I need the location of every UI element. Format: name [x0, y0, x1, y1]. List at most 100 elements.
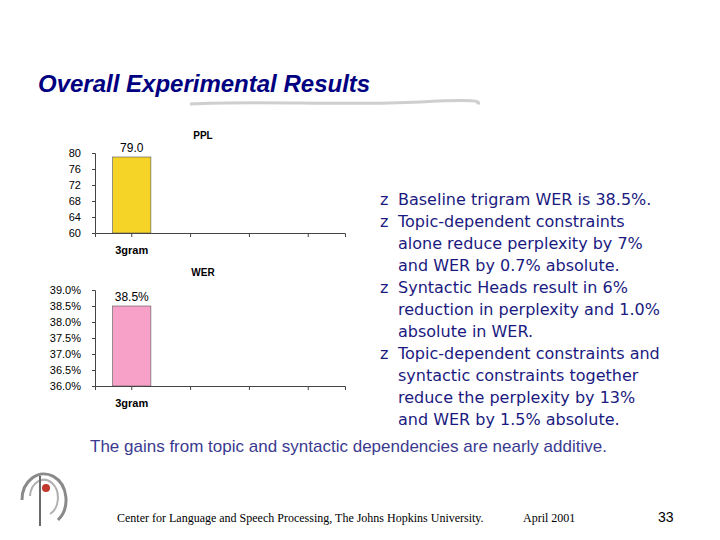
data-label: 79.0: [120, 141, 144, 155]
y-tick-mark: [92, 185, 95, 186]
y-tick-label: 37.0%: [50, 348, 81, 360]
x-tick: [190, 233, 191, 237]
y-tick: 37.0%: [50, 348, 95, 360]
bullet-marker: z: [380, 278, 388, 297]
bullet-text: Topic-dependent constraints and: [397, 344, 660, 363]
y-tick-mark: [92, 217, 95, 218]
x-tick-mark: [131, 386, 132, 390]
y-tick-label: 38.5%: [50, 300, 81, 312]
x-tick-label: 3gram: [115, 397, 148, 409]
y-tick-label: 80: [69, 147, 81, 159]
bullet-text: and WER by 0.7% absolute.: [398, 256, 620, 275]
y-tick: 37.5%: [50, 332, 95, 344]
logo-arc: [22, 474, 66, 520]
page-number: 33: [658, 509, 674, 525]
y-axis-line: [92, 291, 96, 387]
bullet-text: Baseline trigram WER is 38.5%.: [398, 190, 651, 209]
y-tick-label: 72: [69, 179, 81, 191]
y-tick-mark: [92, 338, 95, 339]
y-tick-label: 37.5%: [50, 332, 81, 344]
y-tick: 38.5%: [50, 300, 95, 312]
y-tick: 39.0%: [50, 284, 95, 296]
slide-title: Overall Experimental Results: [38, 70, 370, 97]
y-tick-mark: [92, 201, 95, 202]
y-tick-label: 36.5%: [50, 364, 81, 376]
y-tick: 60: [69, 227, 95, 239]
x-axis-line: [96, 234, 346, 238]
y-tick-mark: [92, 386, 95, 387]
logo: [22, 474, 66, 526]
title-underline: [190, 101, 480, 104]
x-axis: 3gram: [96, 233, 346, 256]
y-tick-label: 38.0%: [50, 316, 81, 328]
y-tick: 64: [69, 211, 95, 223]
footer-date: April 2001: [523, 511, 575, 525]
x-tick: [249, 233, 250, 237]
x-tick: 3gram: [115, 233, 148, 256]
y-tick-label: 68: [69, 195, 81, 207]
y-axis-line: [92, 154, 96, 234]
y-axis: 60 64 68 72 76 80: [69, 147, 96, 239]
bullet-text: alone reduce perplexity by 7%: [398, 234, 643, 253]
y-tick-label: 64: [69, 211, 81, 223]
bar: [113, 157, 151, 233]
bullet-text: Syntactic Heads result in 6%: [398, 278, 628, 297]
bar: [113, 306, 151, 386]
y-tick-mark: [92, 322, 95, 323]
y-tick: 76: [69, 163, 95, 175]
x-tick: [308, 233, 309, 237]
y-tick: 68: [69, 195, 95, 207]
x-tick-mark: [190, 386, 191, 390]
x-tick: [308, 386, 309, 390]
y-axis: 36.0% 36.5% 37.0% 37.5% 38.0% 38.5% 39.0%: [50, 284, 96, 392]
bullet-marker: z: [380, 212, 388, 231]
y-tick-mark: [92, 233, 95, 234]
x-tick: 3gram: [115, 386, 148, 409]
overlay-text: The gains from topic and syntactic depen…: [90, 437, 607, 456]
bullet-text: reduce the perplexity by 13%: [398, 388, 635, 407]
x-tick: [190, 386, 191, 390]
logo-dot: [42, 484, 50, 492]
x-tick-mark: [190, 233, 191, 237]
y-tick: 36.0%: [50, 380, 95, 392]
x-tick-mark: [249, 233, 250, 237]
y-tick: 72: [69, 179, 95, 191]
x-axis: 3gram: [96, 386, 346, 409]
y-tick-label: 36.0%: [50, 380, 81, 392]
y-tick-label: 60: [69, 227, 81, 239]
y-tick-label: 76: [69, 163, 81, 175]
logo-arc: [30, 480, 58, 514]
chart: 36.0% 36.5% 37.0% 37.5% 38.0% 38.5% 39.0% 3gram…: [50, 267, 346, 409]
x-tick-mark: [249, 386, 250, 390]
x-tick-label: 3gram: [115, 244, 148, 256]
y-tick-mark: [92, 290, 95, 291]
x-axis-line: [96, 387, 346, 391]
plot-area: [113, 306, 151, 386]
y-tick-mark: [92, 169, 95, 170]
bullet-text: syntactic constraints together: [398, 366, 639, 385]
y-tick: 36.5%: [50, 364, 95, 376]
bullet-marker: z: [380, 344, 388, 363]
y-tick: 80: [69, 147, 95, 159]
y-tick-mark: [92, 306, 95, 307]
footer-text: Center for Language and Speech Processin…: [117, 511, 484, 525]
chart-title: PPL: [193, 130, 212, 141]
data-label: 38.5%: [115, 290, 149, 304]
logo-stem: [39, 476, 41, 526]
y-tick-mark: [92, 153, 95, 154]
bullet-text: and WER by 1.5% absolute.: [398, 410, 620, 429]
y-tick-mark: [92, 370, 95, 371]
y-tick: 38.0%: [50, 316, 95, 328]
x-tick-mark: [131, 233, 132, 237]
bullet-text: absolute in WER.: [398, 322, 533, 341]
plot-area: [113, 157, 151, 233]
y-tick-label: 39.0%: [50, 284, 81, 296]
chart: 60 64 68 72 76 80 3gram PPL 79.0: [69, 130, 346, 256]
bullet-marker: z: [380, 190, 388, 209]
bullet-text: reduction in perplexity and 1.0%: [398, 300, 660, 319]
bullet-text: Topic-dependent constraints: [397, 212, 625, 231]
x-tick-mark: [308, 386, 309, 390]
y-tick-mark: [92, 354, 95, 355]
x-tick-mark: [308, 233, 309, 237]
x-tick: [249, 386, 250, 390]
